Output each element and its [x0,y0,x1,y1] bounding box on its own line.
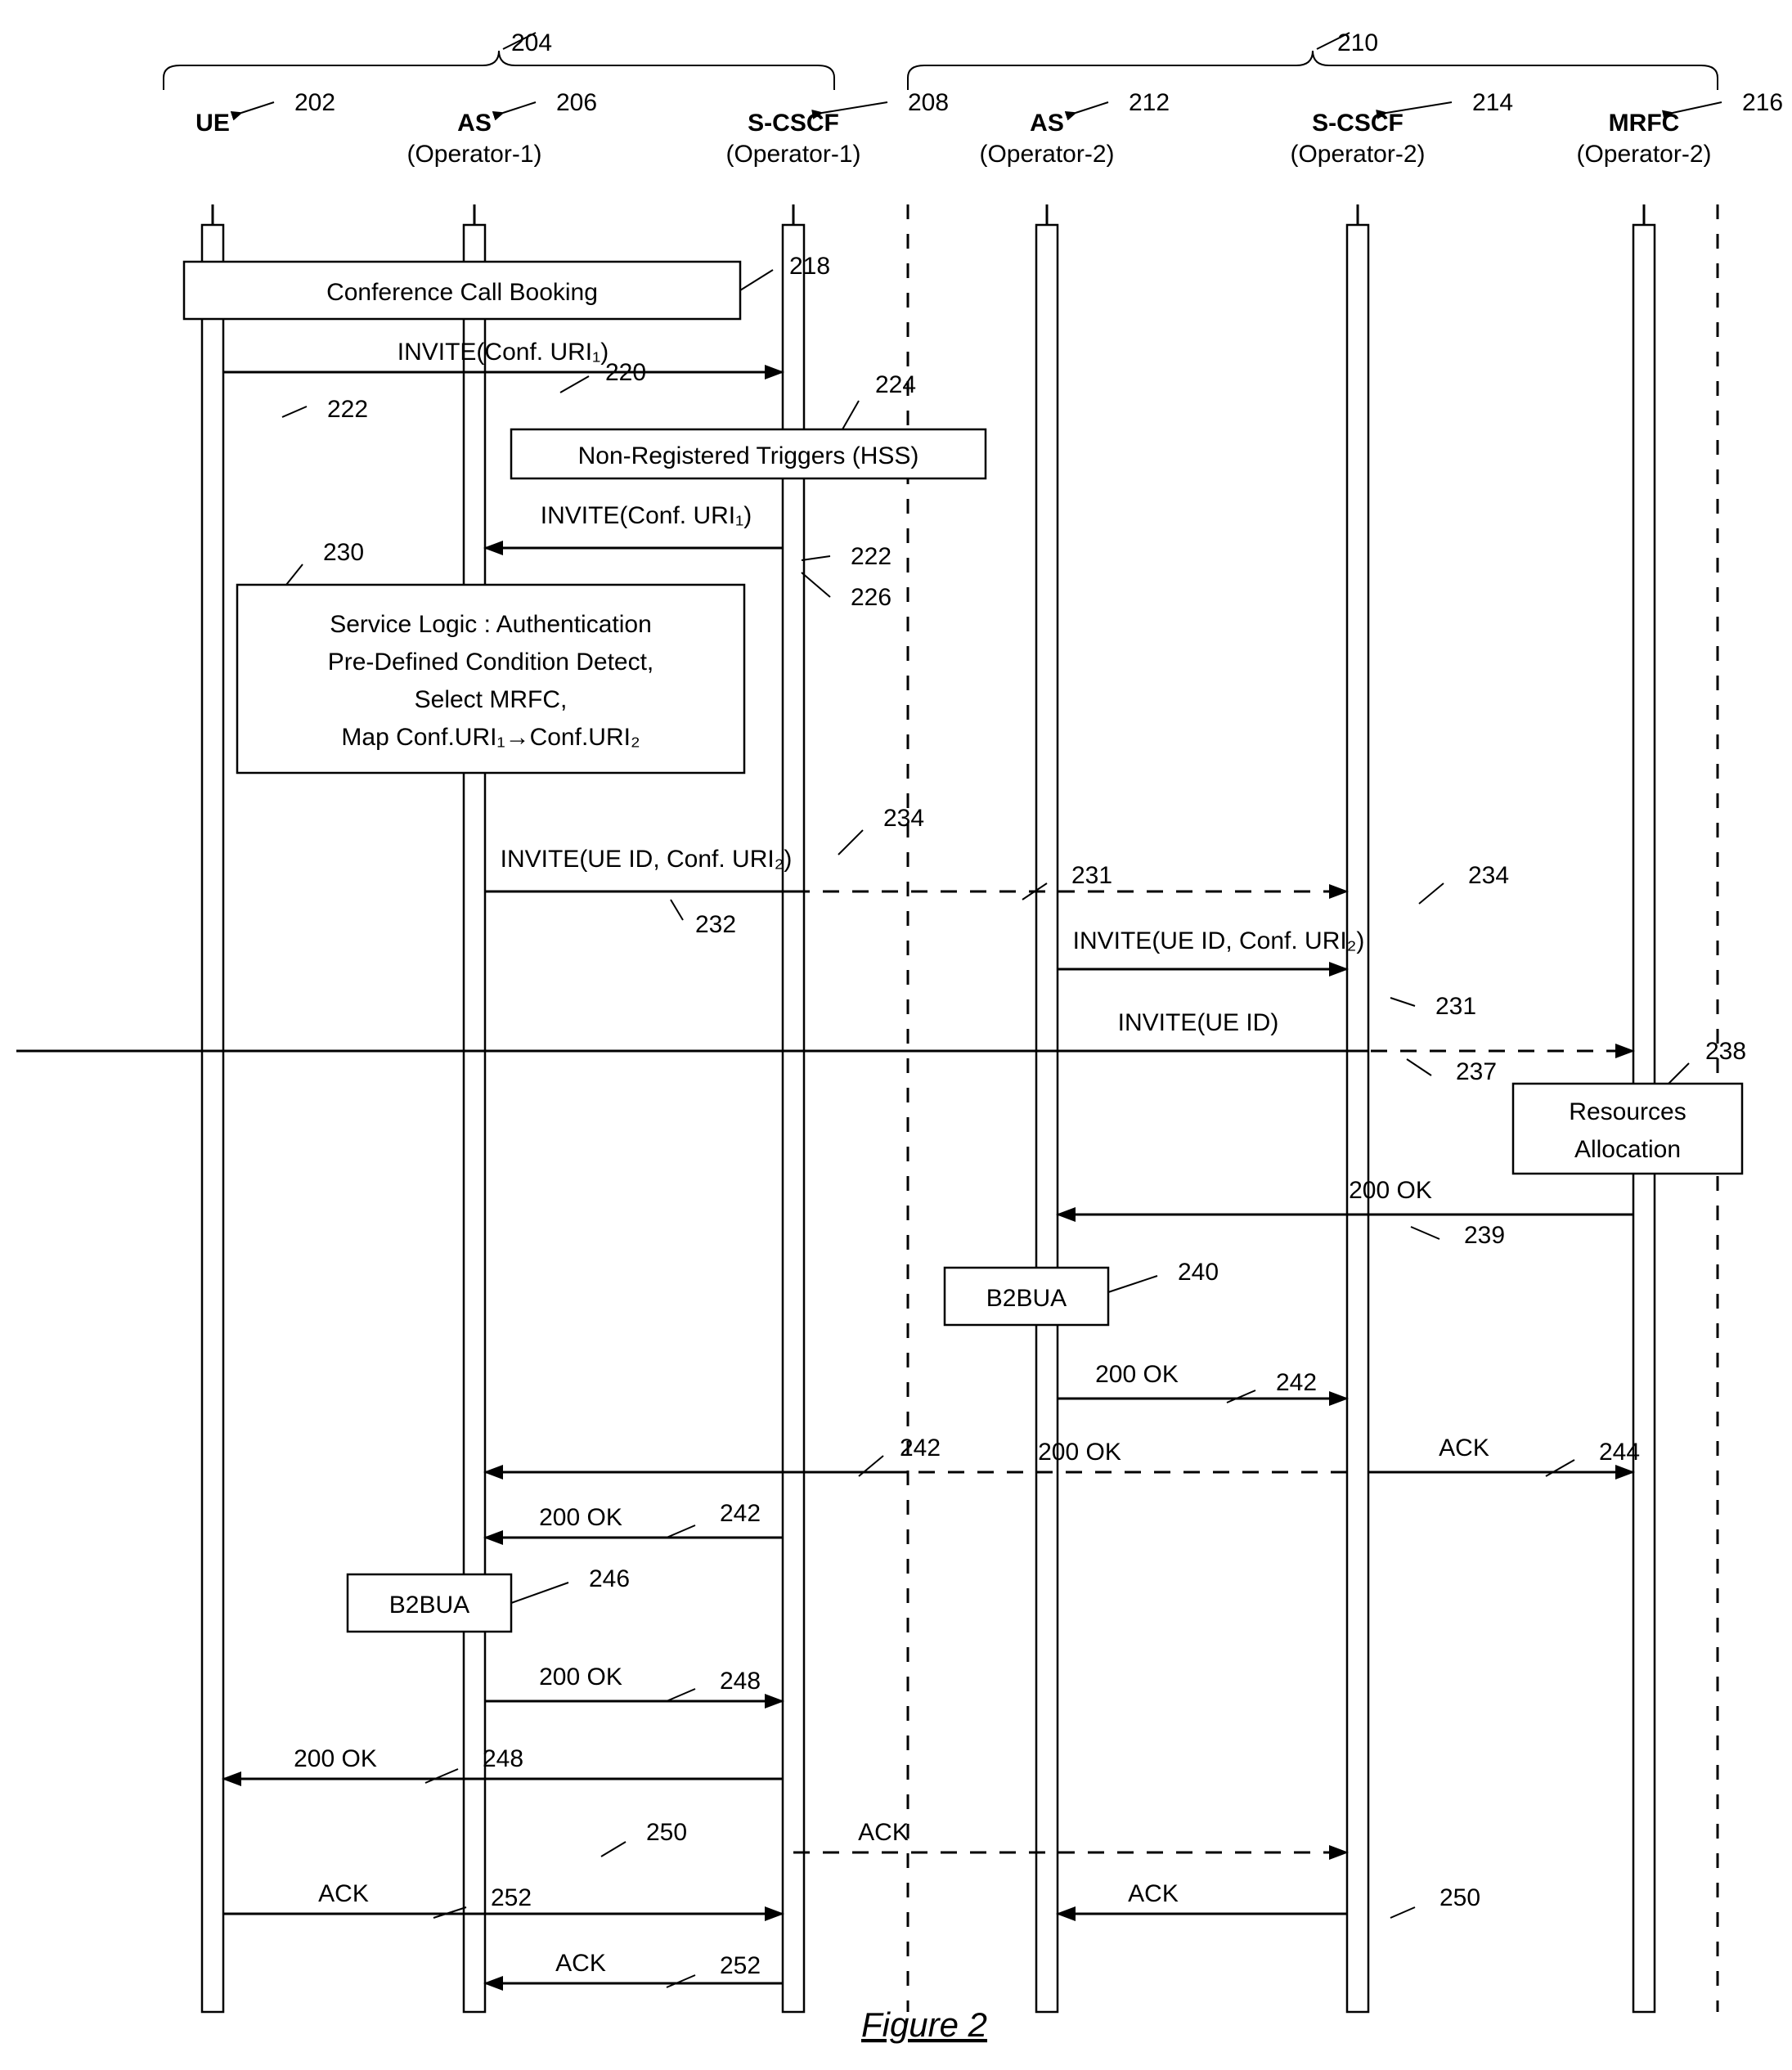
ref-num: 242 [900,1435,941,1462]
box-text: Pre-Defined Condition Detect, [328,649,654,676]
ref-num: 252 [720,1952,761,1979]
ref-num: 231 [1435,993,1476,1020]
message-label: INVITE(UE ID) [1118,1009,1279,1036]
activation-bar [1036,225,1058,2012]
ref-num: 226 [851,584,892,611]
ref-num: 218 [789,253,830,280]
ref-num: 212 [1129,89,1170,116]
activation-bar [202,225,223,2012]
ref-num: 242 [1276,1369,1317,1396]
ref-num: 244 [1599,1439,1640,1466]
message-label: ACK [1439,1435,1489,1462]
box-text: Conference Call Booking [326,279,598,306]
message-label: INVITE(UE ID, Conf. URI₂) [501,846,793,873]
ref-num: 206 [556,89,597,116]
box-text: Select MRFC, [415,686,568,713]
lifeline-header: MRFC [1609,110,1680,137]
box-text: B2BUA [986,1285,1067,1312]
box-text: Map Conf.URI₁→Conf.URI₂ [341,724,640,751]
ref-num: 224 [875,371,916,398]
ref-num: 222 [851,543,892,570]
ref-num: 250 [646,1819,687,1846]
message-label: INVITE(UE ID, Conf. URI₂) [1073,927,1365,954]
box-text: B2BUA [389,1592,469,1619]
ref-num: 234 [883,805,924,832]
ref-num: 248 [483,1745,523,1772]
box-text: Non-Registered Triggers (HSS) [578,442,919,469]
message-label: 200 OK [539,1664,622,1691]
ref-num: 232 [695,911,736,938]
ref-num: 202 [294,89,335,116]
bracket [164,51,834,90]
ref-num: 239 [1464,1222,1505,1249]
bracket [908,51,1718,90]
lifeline-header: S-CSCF [748,110,839,137]
message-label: INVITE(Conf. URI₁) [541,502,752,529]
message-label: ACK [555,1950,606,1977]
ref-num: 252 [491,1884,532,1911]
ref-num: 238 [1705,1038,1746,1065]
activation-bar [783,225,804,2012]
box-text: Allocation [1574,1136,1681,1163]
message-label: 200 OK [294,1745,377,1772]
message-label: ACK [318,1880,369,1907]
figure-title: Figure 2 [861,2005,987,2044]
ref-num: 248 [720,1668,761,1695]
ref-num: 234 [1468,862,1509,889]
lifeline-sub: (Operator-1) [406,141,541,168]
activation-bar [464,225,485,2012]
ref-num: 250 [1439,1884,1480,1911]
ref-num: 246 [589,1565,630,1592]
ref-num: 208 [908,89,949,116]
lifeline-header: UE [195,110,230,137]
lifeline-sub: (Operator-1) [725,141,860,168]
ref-num: 210 [1337,29,1378,56]
sequence-diagram: 204 210 UE 202 AS (Operator-1) 206 S-CSCF (Opera… [16,16,1792,2054]
box-text: Service Logic : Authentication [330,611,652,638]
ref-num: 204 [511,29,552,56]
activation-bar [1347,225,1368,2012]
message-label: INVITE(Conf. URI₁) [397,339,609,366]
ref-num: 230 [323,539,364,566]
ref-num: 231 [1071,862,1112,889]
ref-num: 216 [1742,89,1783,116]
lifeline-header: AS [1030,110,1064,137]
lifeline-sub: (Operator-2) [1576,141,1711,168]
lifeline-sub: (Operator-2) [1290,141,1425,168]
ref-num: 237 [1456,1058,1497,1085]
box-text: Resources [1569,1098,1686,1125]
message-label: 200 OK [1038,1439,1121,1466]
lifeline-header: S-CSCF [1312,110,1404,137]
ref-num: 220 [605,359,646,386]
ref-num: 242 [720,1500,761,1527]
message-label: 200 OK [1095,1361,1179,1388]
lifeline-header: AS [457,110,492,137]
ref-num: 214 [1472,89,1513,116]
message-label: ACK [858,1819,909,1846]
ref-num: 222 [327,396,368,423]
message-label: 200 OK [1349,1177,1432,1204]
message-label: ACK [1128,1880,1179,1907]
ref-num: 240 [1178,1259,1219,1286]
lifeline-sub: (Operator-2) [979,141,1114,168]
message-label: 200 OK [539,1504,622,1531]
